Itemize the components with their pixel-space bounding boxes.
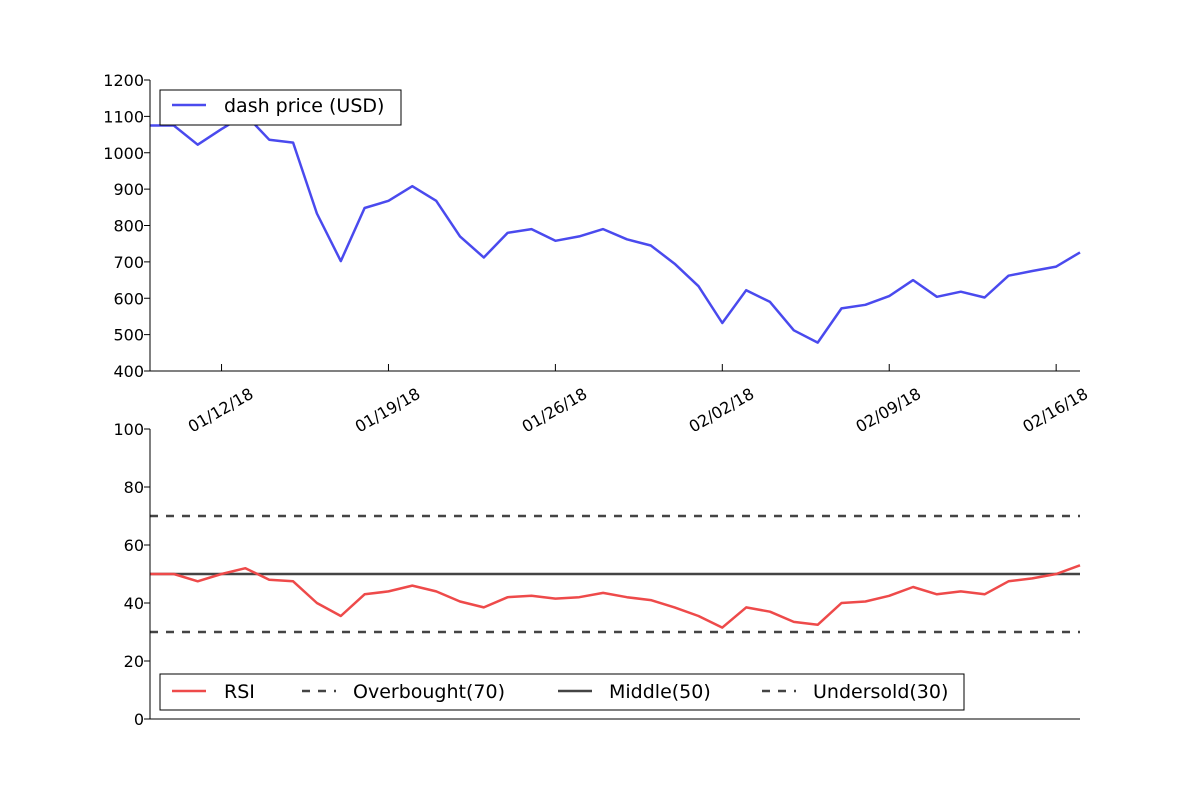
price-legend-box bbox=[159, 89, 402, 126]
price-y-tick-label: 900 bbox=[113, 180, 144, 199]
price-y-tick-label: 800 bbox=[113, 217, 144, 236]
price-legend: dash price (USD) bbox=[159, 89, 402, 126]
price-y-tick-label: 1000 bbox=[103, 144, 144, 163]
overbought-legend-label: Overbought(70) bbox=[353, 681, 505, 703]
price-y-tick-label: 700 bbox=[113, 253, 144, 272]
price-y-tick-label: 600 bbox=[113, 289, 144, 308]
price-legend-label: dash price (USD) bbox=[224, 95, 384, 117]
price-y-tick-label: 400 bbox=[113, 362, 144, 381]
rsi-y-tick-label: 0 bbox=[134, 710, 144, 729]
rsi-y-tick-label: 100 bbox=[113, 420, 144, 439]
price-y-tick-label: 500 bbox=[113, 326, 144, 345]
rsi-series-layer bbox=[150, 514, 1081, 634]
rsi-y-tick-label: 20 bbox=[124, 652, 144, 671]
price-series-layer bbox=[150, 113, 1081, 344]
rsi-legend: RSI Overbought(70) Middle(50) Undersold(… bbox=[159, 673, 965, 711]
price-y-tick-label: 1200 bbox=[103, 71, 144, 90]
rsi-axes: 0 20 40 60 80 100 bbox=[113, 420, 1080, 729]
price-y-tick-label: 1100 bbox=[103, 107, 144, 126]
rsi-series-line bbox=[150, 564, 1081, 629]
undersold-legend-label: Undersold(30) bbox=[813, 681, 948, 703]
middle-legend-label: Middle(50) bbox=[609, 681, 711, 703]
rsi-legend-label: RSI bbox=[224, 681, 255, 703]
rsi-y-tick-label: 80 bbox=[124, 478, 144, 497]
price-series-line bbox=[150, 113, 1081, 344]
rsi-chart-panel: 0 20 40 60 80 100 RSI Overbought(70) Middle(5… bbox=[113, 420, 1081, 729]
rsi-y-tick-label: 60 bbox=[124, 536, 144, 555]
rsi-y-tick-label: 40 bbox=[124, 594, 144, 613]
